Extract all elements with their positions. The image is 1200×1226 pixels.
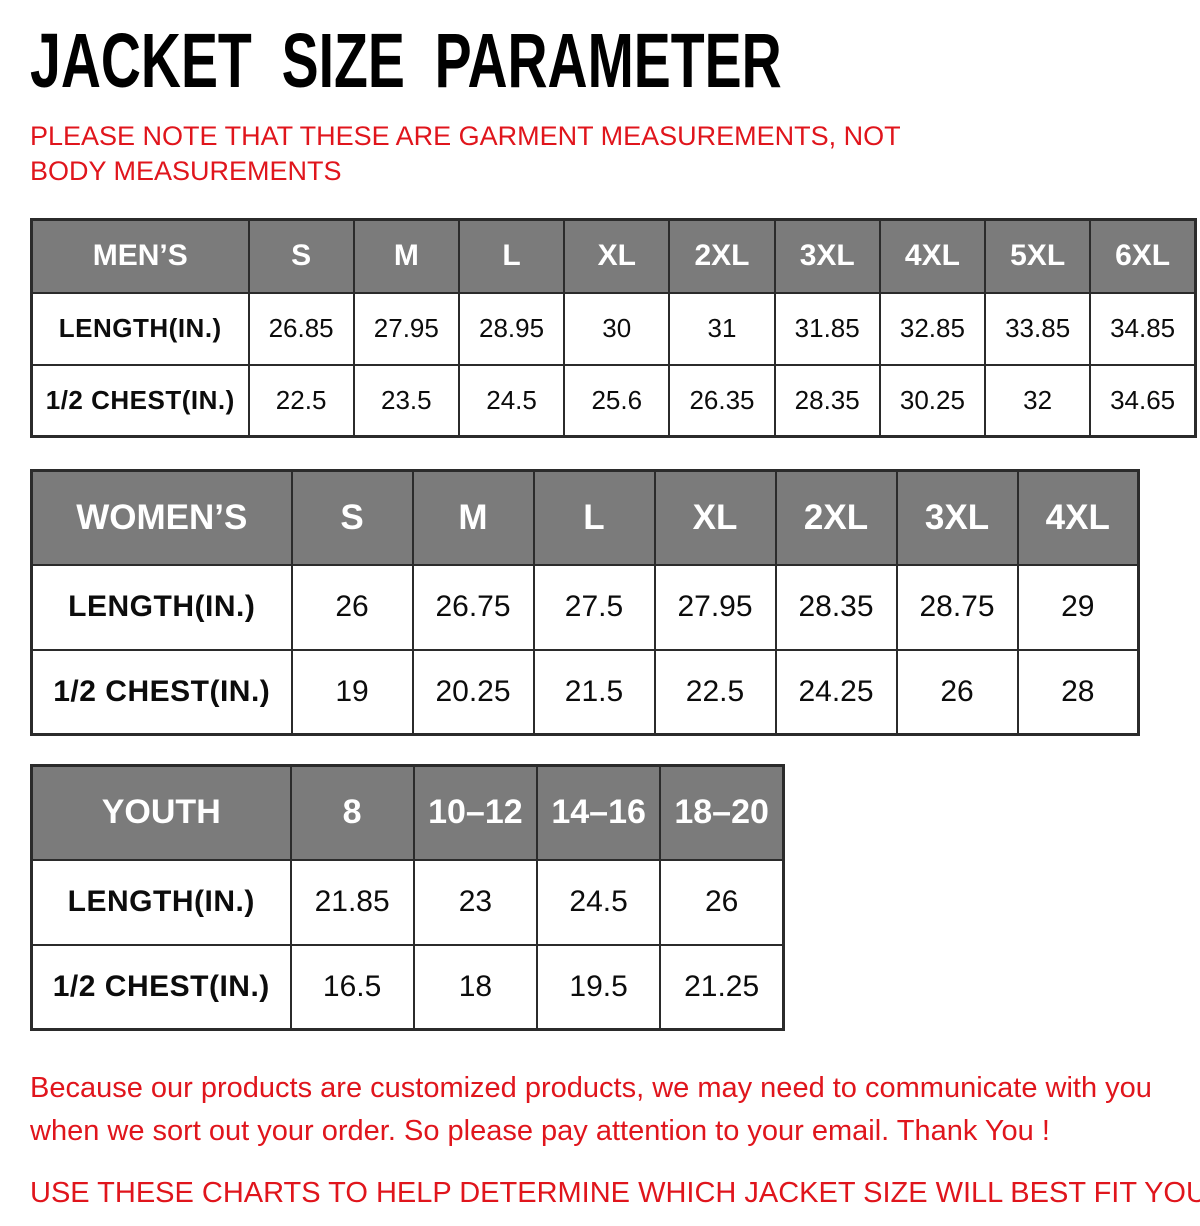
mens-size-header: XL	[563, 218, 671, 294]
youth-data-row: LENGTH(IN.) 21.85 23 24.5 26	[30, 858, 785, 946]
mens-value-cell: 30.25	[878, 363, 987, 438]
mens-value-cell: 25.6	[563, 363, 671, 438]
chart-usage-advice: USE THESE CHARTS TO HELP DETERMINE WHICH…	[30, 1176, 1200, 1209]
youth-size-header: 14–16	[535, 764, 662, 861]
mens-value-cell: 31	[668, 291, 776, 366]
mens-size-table: MEN’S S M L XL 2XL 3XL 4XL 5XL 6XL LENGTH(IN.) 26.8…	[30, 218, 1200, 439]
womens-value-cell: 21.5	[532, 648, 656, 736]
mens-size-header: M	[352, 218, 460, 294]
mens-data-row: 1/2 CHEST(IN.) 22.5 23.5 24.5 25.6 26.35 28.35…	[30, 363, 1197, 438]
youth-row-label: 1/2 CHEST(IN.)	[30, 943, 292, 1031]
mens-row-label: LENGTH(IN.)	[30, 291, 250, 366]
custom-order-notice: Because our products are customized prod…	[30, 1072, 1152, 1147]
womens-value-cell: 27.95	[653, 563, 777, 651]
womens-table: WOMEN’S S M L XL 2XL 3XL 4XL LENGTH(IN.) 26 26.75 2…	[30, 469, 1140, 737]
mens-value-cell: 22.5	[247, 363, 355, 438]
womens-data-row: LENGTH(IN.) 26 26.75 27.5 27.95 28.35 28.75 29	[30, 563, 1140, 651]
youth-value-cell: 26	[659, 858, 785, 946]
mens-size-header: 5XL	[984, 218, 1092, 294]
youth-value-cell: 19.5	[535, 943, 662, 1031]
youth-group-label: YOUTH	[30, 764, 292, 861]
mens-data-row: LENGTH(IN.) 26.85 27.95 28.95 30 31 31.85 32.85…	[30, 291, 1197, 366]
womens-value-cell: 29	[1016, 563, 1140, 651]
womens-value-cell: 27.5	[532, 563, 656, 651]
mens-value-cell: 31.85	[773, 291, 881, 366]
mens-size-header: 3XL	[773, 218, 881, 294]
mens-group-label: MEN’S	[30, 218, 250, 294]
mens-header-row: MEN’S S M L XL 2XL 3XL 4XL 5XL 6XL	[30, 218, 1197, 294]
mens-value-cell: 30	[563, 291, 671, 366]
mens-value-cell: 32	[984, 363, 1092, 438]
womens-value-cell: 24.25	[774, 648, 898, 736]
womens-size-header: 3XL	[895, 469, 1019, 566]
youth-row-label: LENGTH(IN.)	[30, 858, 292, 946]
womens-size-header: S	[290, 469, 414, 566]
mens-size-header: 6XL	[1089, 218, 1197, 294]
youth-value-cell: 16.5	[289, 943, 415, 1031]
womens-row-label: 1/2 CHEST(IN.)	[30, 648, 293, 736]
youth-value-cell: 21.85	[289, 858, 415, 946]
mens-value-cell: 23.5	[352, 363, 460, 438]
mens-value-cell: 34.65	[1089, 363, 1197, 438]
mens-size-header: L	[457, 218, 566, 294]
page-title: JACKET SIZE PARAMETER	[30, 18, 782, 104]
womens-value-cell: 28.75	[895, 563, 1019, 651]
youth-value-cell: 24.5	[535, 858, 662, 946]
womens-value-cell: 26	[290, 563, 414, 651]
youth-header-row: YOUTH 8 10–12 14–16 18–20	[30, 764, 785, 861]
womens-size-header: 2XL	[774, 469, 898, 566]
womens-value-cell: 19	[290, 648, 414, 736]
womens-value-cell: 20.25	[411, 648, 535, 736]
womens-data-row: 1/2 CHEST(IN.) 19 20.25 21.5 22.5 24.25 26 28	[30, 648, 1140, 736]
womens-header-row: WOMEN’S S M L XL 2XL 3XL 4XL	[30, 469, 1140, 566]
womens-size-header: XL	[653, 469, 777, 566]
mens-value-cell: 33.85	[984, 291, 1092, 366]
womens-size-table: WOMEN’S S M L XL 2XL 3XL 4XL LENGTH(IN.) 26 26.75 2…	[30, 469, 1200, 737]
youth-size-header: 8	[289, 764, 415, 861]
mens-table: MEN’S S M L XL 2XL 3XL 4XL 5XL 6XL LENGTH(IN.) 26.8…	[30, 218, 1197, 439]
mens-row-label: 1/2 CHEST(IN.)	[30, 363, 250, 438]
youth-size-table: YOUTH 8 10–12 14–16 18–20 LENGTH(IN.) 21.85 23 2…	[30, 764, 1200, 1032]
mens-value-cell: 32.85	[878, 291, 987, 366]
mens-value-cell: 24.5	[457, 363, 566, 438]
youth-data-row: 1/2 CHEST(IN.) 16.5 18 19.5 21.25	[30, 943, 785, 1031]
womens-value-cell: 28	[1016, 648, 1140, 736]
womens-size-header: 4XL	[1016, 469, 1140, 566]
womens-value-cell: 28.35	[774, 563, 898, 651]
garment-measurement-note: PLEASE NOTE THAT THESE ARE GARMENT MEASU…	[30, 120, 901, 187]
mens-value-cell: 26.85	[247, 291, 355, 366]
mens-size-header: 4XL	[878, 218, 987, 294]
womens-value-cell: 26	[895, 648, 1019, 736]
mens-size-header: 2XL	[668, 218, 776, 294]
youth-table: YOUTH 8 10–12 14–16 18–20 LENGTH(IN.) 21.85 23 2…	[30, 764, 785, 1032]
mens-value-cell: 26.35	[668, 363, 776, 438]
youth-size-header: 10–12	[412, 764, 539, 861]
youth-value-cell: 23	[412, 858, 539, 946]
mens-value-cell: 34.85	[1089, 291, 1197, 366]
mens-value-cell: 28.95	[457, 291, 566, 366]
youth-value-cell: 18	[412, 943, 539, 1031]
womens-size-header: L	[532, 469, 656, 566]
youth-size-header: 18–20	[659, 764, 785, 861]
mens-size-header: S	[247, 218, 355, 294]
youth-value-cell: 21.25	[659, 943, 785, 1031]
womens-value-cell: 22.5	[653, 648, 777, 736]
mens-value-cell: 27.95	[352, 291, 460, 366]
womens-size-header: M	[411, 469, 535, 566]
womens-group-label: WOMEN’S	[30, 469, 293, 566]
womens-value-cell: 26.75	[411, 563, 535, 651]
mens-value-cell: 28.35	[773, 363, 881, 438]
womens-row-label: LENGTH(IN.)	[30, 563, 293, 651]
